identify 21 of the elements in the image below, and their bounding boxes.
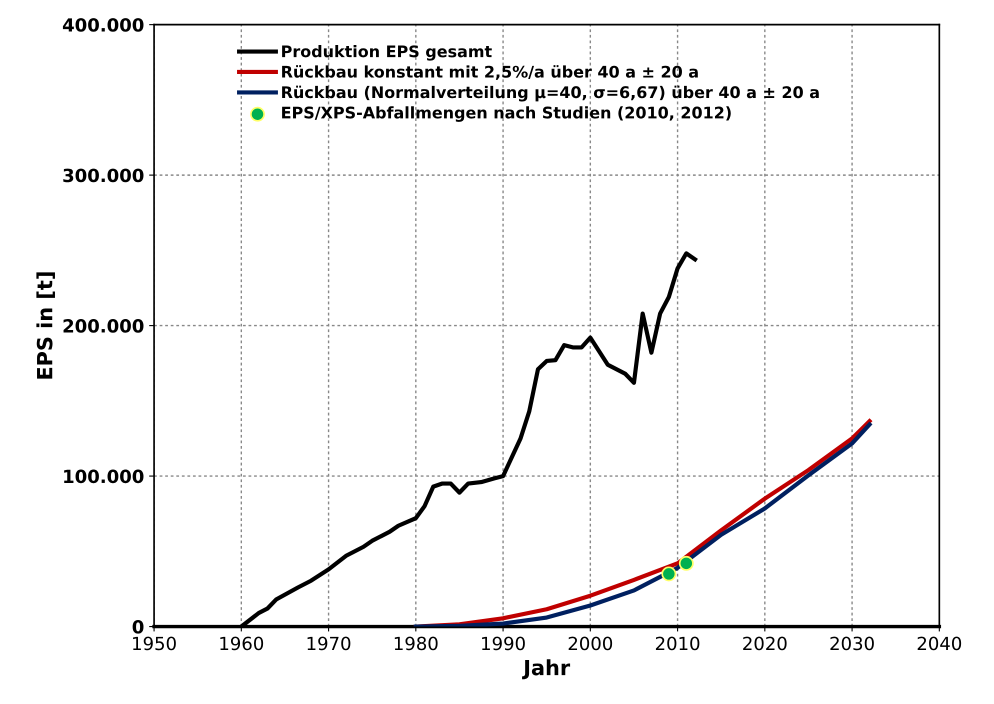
legend-label: Rückbau konstant mit 2,5%/a über 40 a ± 20 a	[282, 65, 698, 80]
y-axis-title: EPS in [t]	[36, 272, 55, 379]
x-tick-label: 2020	[743, 636, 787, 650]
y-tick-label: 0	[132, 620, 144, 634]
legend-label: EPS/XPS-Abfallmengen nach Studien (2010, 2012)	[282, 106, 731, 122]
x-tick-label: 1990	[482, 636, 525, 650]
x-tick-label: 2000	[568, 636, 612, 650]
legend-label: Produktion EPS gesamt	[282, 45, 492, 61]
y-tick-label: 100.000	[64, 470, 144, 484]
x-tick-label: 1960	[220, 636, 264, 650]
x-tick-label: 1970	[308, 636, 350, 650]
x-tick-label: 1950	[133, 636, 176, 650]
y-tick-label: 400.000	[62, 18, 144, 32]
x-axis-title: Jahr	[522, 659, 570, 680]
x-tick-label: 1980	[394, 636, 438, 650]
y-tick-label: 200.000	[64, 319, 144, 333]
y-tick-label: 300.000	[63, 168, 144, 182]
x-tick-label: 2030	[830, 636, 874, 650]
x-tick-label: 2010	[656, 636, 700, 650]
legend-label: Rückbau (Normalverteilung μ=40, σ=6,67) über 40 a ± 20 a	[282, 86, 819, 102]
x-tick-label: 2040	[918, 636, 962, 650]
